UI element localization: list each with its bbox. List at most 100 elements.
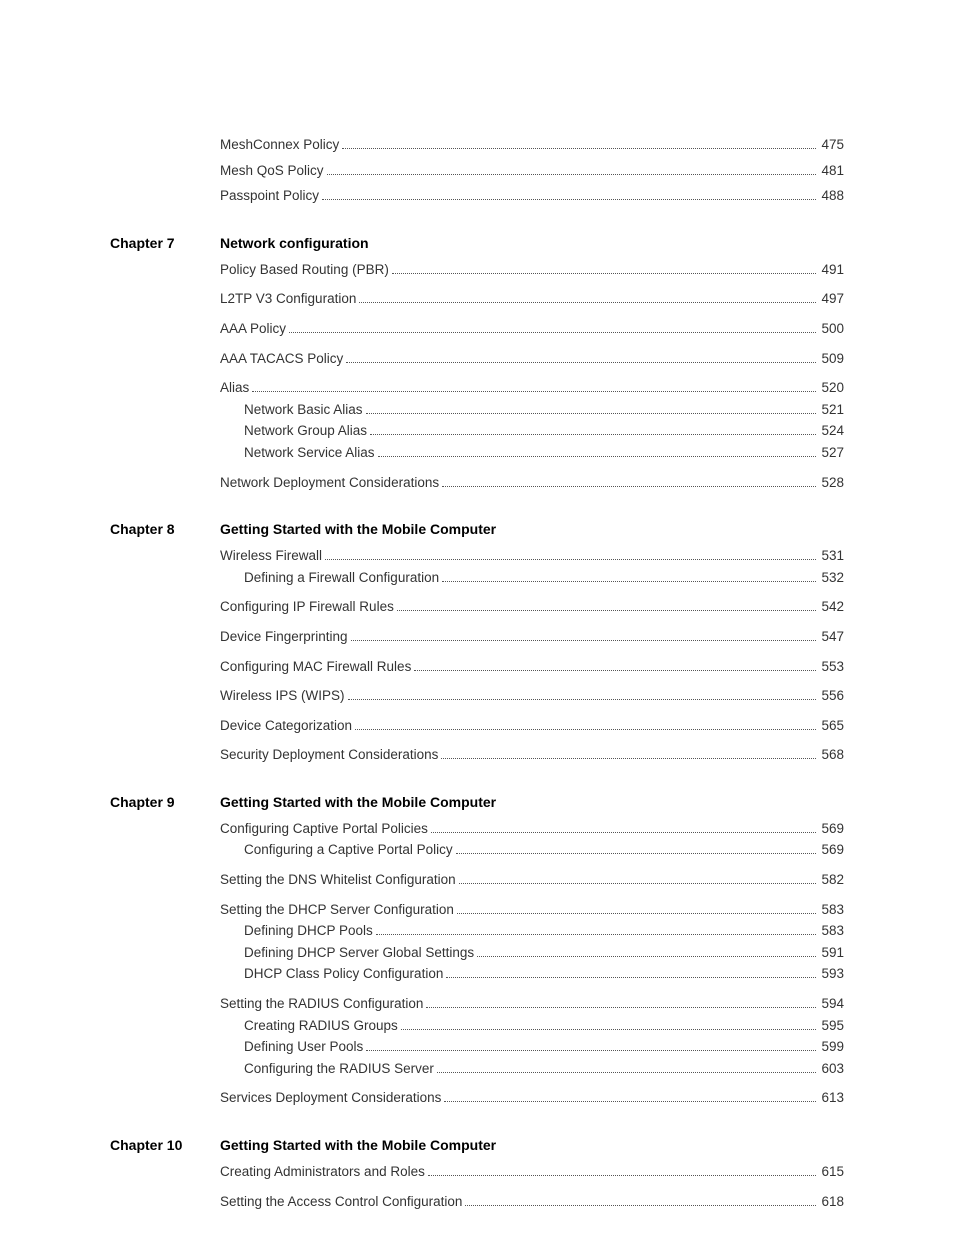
toc-leader-dots bbox=[456, 853, 817, 854]
toc-entry[interactable]: Defining DHCP Pools583 bbox=[244, 920, 844, 942]
orphan-entries-block: MeshConnex Policy475 Mesh QoS Policy481 Pa… bbox=[220, 134, 844, 207]
toc-entry-text: Device Categorization bbox=[220, 715, 352, 737]
toc-entry-text: Alias bbox=[220, 377, 249, 399]
toc-entry[interactable]: Passpoint Policy 488 bbox=[220, 185, 844, 207]
toc-entry-page: 565 bbox=[821, 715, 844, 737]
toc-leader-dots bbox=[442, 581, 816, 582]
toc-entry[interactable]: Security Deployment Considerations568 bbox=[220, 744, 844, 766]
toc-entry-text: Defining DHCP Server Global Settings bbox=[244, 942, 474, 964]
chapter-section: Chapter 7Network configuration Policy Bas… bbox=[110, 235, 844, 493]
toc-entry[interactable]: Network Service Alias527 bbox=[244, 442, 844, 464]
toc-entry-page: 547 bbox=[821, 626, 844, 648]
toc-entry[interactable]: Wireless IPS (WIPS)556 bbox=[220, 685, 844, 707]
toc-entry[interactable]: DHCP Class Policy Configuration593 bbox=[244, 963, 844, 985]
toc-entry-page: 509 bbox=[821, 348, 844, 370]
chapter-title[interactable]: Network configuration bbox=[220, 235, 369, 251]
toc-entry-page: 481 bbox=[821, 160, 844, 182]
toc-entry[interactable]: Configuring MAC Firewall Rules553 bbox=[220, 656, 844, 678]
toc-entry-text: Policy Based Routing (PBR) bbox=[220, 259, 389, 281]
toc-leader-dots bbox=[376, 934, 817, 935]
chapter-section: Chapter 10Getting Started with the Mobil… bbox=[110, 1137, 844, 1212]
toc-entry[interactable]: Alias 520 bbox=[220, 377, 844, 399]
toc-entry-text: Configuring Captive Portal Policies bbox=[220, 818, 428, 840]
toc-entry[interactable]: Configuring the RADIUS Server603 bbox=[244, 1058, 844, 1080]
toc-leader-dots bbox=[327, 174, 817, 175]
toc-entry-page: 593 bbox=[821, 963, 844, 985]
toc-entry[interactable]: Mesh QoS Policy481 bbox=[220, 160, 844, 182]
toc-entry-page: 521 bbox=[821, 399, 844, 421]
toc-leader-dots bbox=[428, 1175, 817, 1176]
toc-leader-dots bbox=[437, 1072, 817, 1073]
toc-entry-text: Services Deployment Considerations bbox=[220, 1087, 441, 1109]
toc-entry[interactable]: Setting the DHCP Server Configuration 583 bbox=[220, 899, 844, 921]
toc-entry-page: 491 bbox=[821, 259, 844, 281]
toc-entry-page: 528 bbox=[821, 472, 844, 494]
toc-leader-dots bbox=[355, 729, 816, 730]
toc-entry-text: Setting the Access Control Configuration bbox=[220, 1191, 462, 1213]
toc-leader-dots bbox=[401, 1029, 817, 1030]
chapter-section: Chapter 9Getting Started with the Mobile… bbox=[110, 794, 844, 1109]
toc-entry[interactable]: Defining a Firewall Configuration532 bbox=[244, 567, 844, 589]
toc-entry[interactable]: Configuring a Captive Portal Policy569 bbox=[244, 839, 844, 861]
toc-entry-page: 520 bbox=[821, 377, 844, 399]
toc-leader-dots bbox=[392, 273, 817, 274]
chapter-label: Chapter 7 bbox=[110, 235, 220, 251]
toc-entry[interactable]: Device Categorization 565 bbox=[220, 715, 844, 737]
chapter-header-row: Chapter 10Getting Started with the Mobil… bbox=[110, 1137, 844, 1153]
toc-leader-dots bbox=[444, 1101, 816, 1102]
toc-leader-dots bbox=[366, 413, 817, 414]
chapter-title[interactable]: Getting Started with the Mobile Computer bbox=[220, 1137, 496, 1153]
toc-leader-dots bbox=[289, 332, 816, 333]
toc-entry[interactable]: Policy Based Routing (PBR) 491 bbox=[220, 259, 844, 281]
toc-entry[interactable]: MeshConnex Policy475 bbox=[220, 134, 844, 156]
toc-entry[interactable]: Network Basic Alias521 bbox=[244, 399, 844, 421]
toc-entry-page: 583 bbox=[821, 899, 844, 921]
chapter-title[interactable]: Getting Started with the Mobile Computer bbox=[220, 794, 496, 810]
toc-leader-dots bbox=[351, 640, 817, 641]
toc-leader-dots bbox=[322, 199, 816, 200]
chapter-entries: Creating Administrators and Roles615 Sett… bbox=[220, 1161, 844, 1212]
toc-entry-page: 488 bbox=[821, 185, 844, 207]
toc-content: MeshConnex Policy475 Mesh QoS Policy481 Pa… bbox=[110, 134, 844, 1212]
toc-entry-page: 497 bbox=[821, 288, 844, 310]
toc-entry[interactable]: L2TP V3 Configuration497 bbox=[220, 288, 844, 310]
toc-entry-page: 531 bbox=[821, 545, 844, 567]
toc-entry[interactable]: Network Group Alias524 bbox=[244, 420, 844, 442]
toc-leader-dots bbox=[426, 1007, 816, 1008]
toc-entry[interactable]: Configuring IP Firewall Rules542 bbox=[220, 596, 844, 618]
toc-leader-dots bbox=[431, 832, 817, 833]
toc-leader-dots bbox=[459, 883, 817, 884]
toc-entry[interactable]: Network Deployment Considerations528 bbox=[220, 472, 844, 494]
toc-leader-dots bbox=[465, 1205, 816, 1206]
toc-entry-text: Configuring a Captive Portal Policy bbox=[244, 839, 453, 861]
toc-entry[interactable]: Creating RADIUS Groups595 bbox=[244, 1015, 844, 1037]
toc-entry-text: Setting the RADIUS Configuration bbox=[220, 993, 423, 1015]
toc-entry-text: Passpoint Policy bbox=[220, 185, 319, 207]
toc-entry[interactable]: Configuring Captive Portal Policies569 bbox=[220, 818, 844, 840]
toc-entry[interactable]: Setting the RADIUS Configuration594 bbox=[220, 993, 844, 1015]
toc-entry[interactable]: AAA Policy500 bbox=[220, 318, 844, 340]
toc-entry-page: 532 bbox=[821, 567, 844, 589]
toc-entry[interactable]: Defining User Pools599 bbox=[244, 1036, 844, 1058]
chapter-header-row: Chapter 7Network configuration bbox=[110, 235, 844, 251]
toc-entry[interactable]: Setting the DNS Whitelist Configuration5… bbox=[220, 869, 844, 891]
chapter-entries: Wireless Firewall531Defining a Firewall … bbox=[220, 545, 844, 766]
chapter-title[interactable]: Getting Started with the Mobile Computer bbox=[220, 521, 496, 537]
toc-leader-dots bbox=[325, 559, 816, 560]
toc-entry-text: Setting the DHCP Server Configuration bbox=[220, 899, 454, 921]
toc-leader-dots bbox=[348, 699, 817, 700]
toc-entry-page: 599 bbox=[821, 1036, 844, 1058]
chapter-entries: Policy Based Routing (PBR) 491 L2TP V3 Con… bbox=[220, 259, 844, 493]
toc-entry[interactable]: Wireless Firewall531 bbox=[220, 545, 844, 567]
toc-leader-dots bbox=[359, 302, 816, 303]
toc-entry-text: AAA Policy bbox=[220, 318, 286, 340]
toc-entry[interactable]: Device Fingerprinting547 bbox=[220, 626, 844, 648]
toc-entry[interactable]: Services Deployment Considerations613 bbox=[220, 1087, 844, 1109]
toc-leader-dots bbox=[252, 391, 816, 392]
toc-entry[interactable]: Creating Administrators and Roles615 bbox=[220, 1161, 844, 1183]
toc-entry[interactable]: Defining DHCP Server Global Settings591 bbox=[244, 942, 844, 964]
toc-entry[interactable]: Setting the Access Control Configuration… bbox=[220, 1191, 844, 1213]
toc-entry[interactable]: AAA TACACS Policy509 bbox=[220, 348, 844, 370]
chapter-header-row: Chapter 8Getting Started with the Mobile… bbox=[110, 521, 844, 537]
toc-leader-dots bbox=[477, 956, 816, 957]
